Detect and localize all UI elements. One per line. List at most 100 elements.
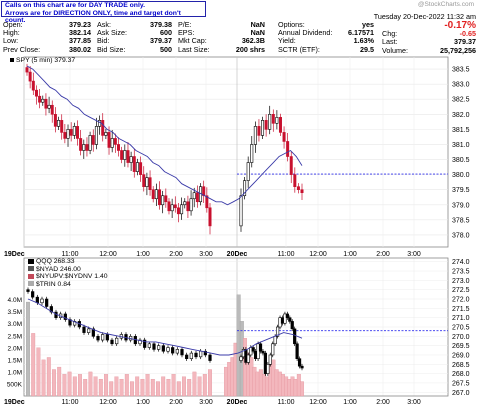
breadth-tick-label: 272.0 [452, 297, 470, 304]
legend-upv-dnv: $NYUPV:$NYDNV 1.40 [28, 273, 108, 281]
volume-bar [57, 366, 62, 397]
volume-bar [104, 374, 108, 397]
candle-body [34, 89, 38, 97]
qqq-candle-body [49, 306, 53, 313]
quote-key: Annual Dividend: [278, 28, 333, 38]
legend-label: $NYAD 246.00 [36, 265, 81, 273]
volume-tick-label: 1.0M [8, 369, 22, 376]
quote-key: Ask Size: [97, 28, 127, 38]
volume-bar [130, 381, 134, 397]
breadth-x-tick-label: 20Dec [227, 399, 248, 406]
qqq-candle-body [266, 363, 270, 374]
quote-value: 362.3B [241, 36, 265, 46]
qqq-candle-body [185, 354, 189, 360]
price-tick-label: 379.5 [452, 187, 470, 194]
qqq-candle-body [166, 347, 170, 352]
candle-body [104, 132, 108, 136]
qqq-candle-body [189, 352, 193, 360]
breadth-tick-label: 268.5 [452, 362, 470, 369]
qqq-candle-body [194, 352, 198, 358]
candle-body [110, 138, 114, 148]
volume-bar [62, 374, 67, 397]
candle-body [31, 80, 35, 91]
volume-bar [150, 378, 155, 397]
breadth-tick-label: 271.5 [452, 306, 470, 313]
qqq-candle-body [138, 339, 142, 345]
quote-row: Volume: 25,792,256 [382, 45, 476, 55]
qqq-candle-body [261, 350, 265, 354]
price-x-tick-label: 20Dec [227, 251, 248, 258]
qqq-candle-body [115, 337, 119, 345]
candle-body [44, 98, 48, 109]
price-x-tick-label: 1:00 [136, 251, 150, 258]
volume-bar [78, 374, 82, 397]
qqq-candle-body [45, 298, 49, 307]
volume-bar [83, 378, 88, 397]
quote-key: SCTR (ETF): [278, 44, 320, 54]
quote-key: Ask: [97, 20, 111, 29]
price-tick-label: 380.0 [452, 172, 470, 179]
quote-col-3: P/E: NaN EPS: NaN Mkt Cap: 362.3B Last Size… [178, 20, 265, 54]
candle-body [278, 117, 282, 133]
price-tick-label: 379.0 [452, 202, 470, 209]
price-panel-frame [23, 56, 449, 248]
qqq-candle-body [171, 347, 175, 354]
qqq-candle-body [161, 345, 165, 352]
quote-key: EPS: [178, 28, 195, 38]
quote-row: EPS: NaN [178, 28, 265, 38]
qqq-candle-body [263, 352, 268, 374]
price-tick-label: 378.5 [452, 217, 470, 224]
candle-body [151, 189, 155, 200]
volume-bar [46, 357, 51, 397]
price-tick-label: 380.5 [452, 157, 470, 164]
breadth-x-tick-label: 12:00 [99, 399, 117, 406]
quote-row: Annual Dividend: 6.17571 [278, 28, 374, 38]
qqq-candle-body [275, 326, 280, 337]
candle-body [145, 177, 149, 187]
candle-body [28, 71, 32, 82]
breadth-x-tick-label: 11:00 [62, 399, 79, 406]
qqq-candle-body [110, 339, 114, 345]
candle-body [275, 117, 279, 124]
volume-tick-label: 3.5M [8, 309, 22, 316]
candle-body [264, 120, 268, 130]
quote-value: 380.02 [69, 44, 91, 54]
quote-row: Mkt Cap: 362.3B [178, 37, 265, 45]
quote-row: Ask: 379.38 [97, 20, 172, 29]
qqq-candle-body [91, 328, 95, 337]
breadth-x-tick-label: 2:00 [169, 399, 183, 406]
candle-body [60, 120, 64, 133]
volume-bar [88, 371, 93, 397]
quote-date: Tuesday 20-Dec-2022 11:32 am [373, 12, 476, 21]
candle-body [66, 129, 70, 139]
quote-value: 379.23 [69, 20, 91, 29]
qqq-candle-body [101, 334, 105, 341]
quote-row: -0.17% [382, 20, 476, 30]
candle-body [38, 95, 42, 103]
qqq-candle-body [288, 317, 292, 322]
quote-row: Open: 379.23 [3, 20, 91, 29]
breadth-x-tick-label: 1:00 [343, 399, 357, 406]
breadth-tick-label: 269.5 [452, 343, 470, 350]
qqq-candle-body [239, 356, 243, 361]
price-legend: SPY (5 min) 379.37 [10, 57, 75, 64]
quote-row: Options: yes [278, 20, 374, 29]
candle-body [25, 67, 29, 73]
qqq-candle-body [203, 350, 207, 356]
quote-value: 29.5 [360, 44, 374, 54]
notice-line-1: Calls on this chart are for DAY TRADE on… [5, 2, 145, 9]
candle-body [271, 114, 275, 124]
qqq-candle-body [26, 289, 30, 292]
qqq-candle-body [63, 313, 67, 320]
quote-value: 25,792,256 [440, 45, 476, 55]
candle-body [72, 126, 76, 136]
volume-tick-label: 2.0M [8, 345, 22, 352]
legend-trin: $TRIN 0.84 [28, 281, 108, 289]
candle-body [186, 201, 190, 212]
volume-bar [72, 376, 77, 397]
breadth-tick-label: 267.0 [452, 390, 470, 397]
quote-key: P/E: [178, 20, 192, 29]
watermark: @StockCharts.com [417, 1, 474, 8]
volume-bar [52, 369, 56, 397]
qqq-candle-body [31, 291, 35, 298]
